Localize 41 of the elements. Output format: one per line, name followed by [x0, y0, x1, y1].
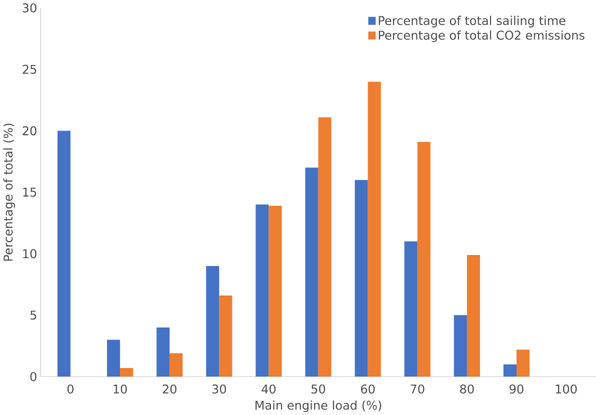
legend-label: Percentage of total sailing time: [378, 16, 566, 28]
x-tick-label: 40: [262, 384, 276, 394]
bar: [120, 368, 134, 376]
y-axis-title: Percentage of total (%): [3, 124, 15, 260]
x-tick-label: 70: [410, 384, 424, 394]
y-tick-label: 5: [30, 310, 36, 320]
x-tick-label: 0: [67, 384, 74, 394]
bar: [417, 142, 430, 376]
bar: [516, 349, 530, 376]
bar: [368, 81, 381, 376]
bar: [318, 117, 332, 376]
bar: [466, 254, 480, 376]
x-tick-label: 10: [114, 384, 127, 394]
x-axis-title: Main engine load (%): [256, 400, 382, 412]
bar: [404, 241, 418, 376]
x-tick-label: 20: [162, 384, 176, 394]
bar: [305, 167, 318, 376]
bar: [57, 130, 70, 376]
bar: [503, 364, 517, 376]
bar: [268, 206, 282, 376]
y-tick-label: 0: [30, 372, 36, 381]
bar: [256, 204, 269, 376]
y-tick-label: 15: [23, 188, 36, 197]
x-tick-label: 60: [361, 384, 375, 394]
x-tick-label: 80: [460, 384, 474, 394]
bar: [170, 353, 183, 376]
bar: [219, 295, 232, 376]
y-tick-label: 30: [22, 3, 36, 12]
x-tick-label: 90: [510, 384, 524, 394]
x-tick-label: 30: [212, 384, 226, 394]
legend-label: Percentage of total CO2 emissions: [378, 30, 584, 42]
bar: [454, 314, 467, 376]
bar: [107, 340, 120, 376]
y-tick-label: 20: [22, 126, 36, 136]
y-tick-label: 10: [23, 248, 36, 258]
bar: [156, 327, 170, 376]
bar: [354, 180, 368, 376]
bar: [206, 266, 220, 376]
x-tick-label: 50: [312, 384, 326, 394]
x-tick-label: 100: [556, 384, 577, 394]
y-tick-label: 25: [22, 64, 36, 74]
